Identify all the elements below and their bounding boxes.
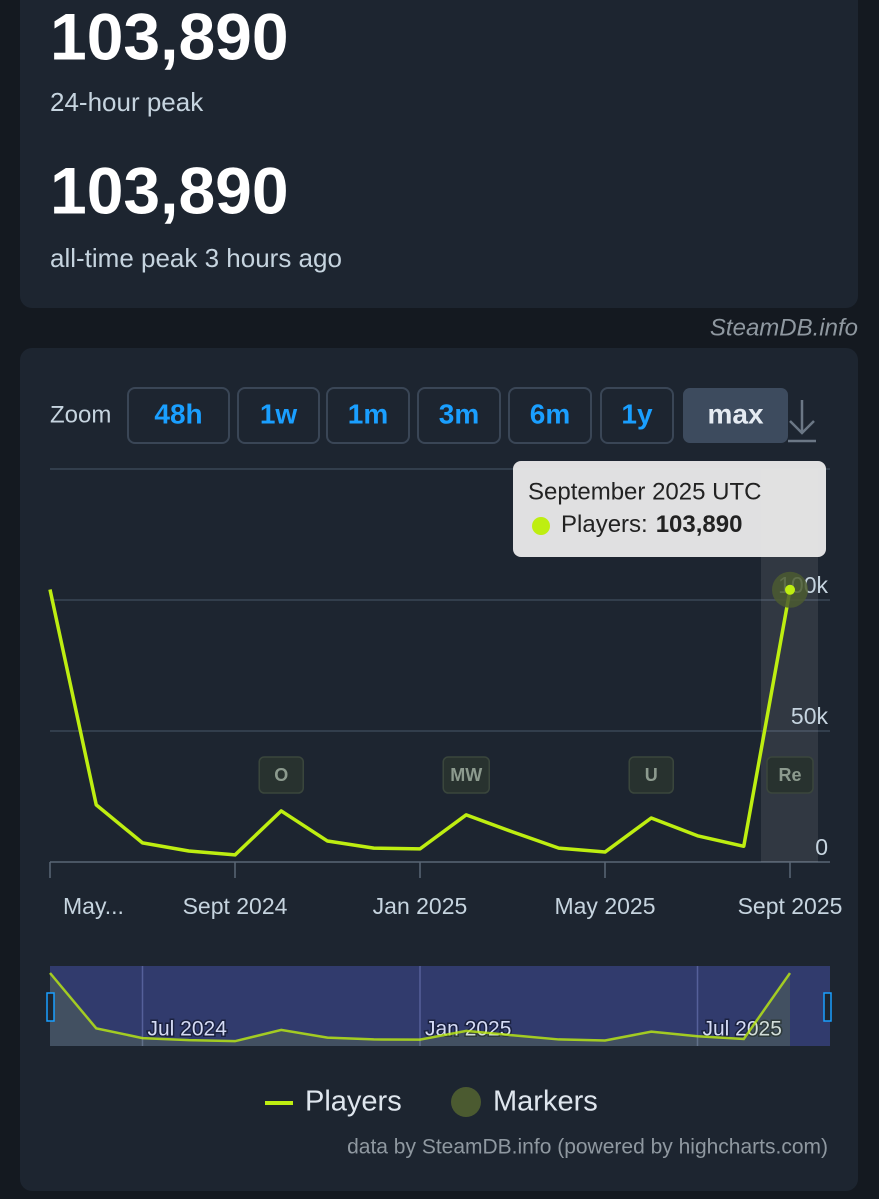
marker-flag: [258, 756, 304, 794]
download-icon[interactable]: [788, 400, 816, 443]
stat-value: 103,890: [50, 0, 289, 73]
stats-card: [20, 0, 858, 308]
x-tick-label: Sept 2024: [183, 893, 288, 919]
legend-label[interactable]: Markers: [493, 1086, 598, 1118]
zoom-button-label[interactable]: max: [707, 398, 763, 429]
x-tick-label: Sept 2025: [738, 893, 843, 919]
navigator-bg: [50, 966, 830, 1046]
navigator-label: Jul 2024: [148, 1018, 228, 1041]
watermark: SteamDB.info: [710, 314, 858, 341]
marker-label: Re: [778, 765, 801, 785]
zoom-button[interactable]: [326, 387, 410, 444]
hover-point: [785, 584, 795, 595]
marker-label: O: [274, 765, 288, 785]
zoom-button-label[interactable]: 1y: [621, 398, 653, 429]
series-line: [48, 589, 792, 857]
zoom-button-label[interactable]: 3m: [439, 398, 479, 429]
navigator-handle[interactable]: [46, 992, 55, 1022]
y-tick-label: 0: [815, 834, 828, 860]
x-tick-label: May 2025: [554, 893, 655, 919]
tooltip-box: [513, 461, 826, 557]
zoom-button[interactable]: [683, 388, 788, 443]
marker-flag: [766, 756, 814, 794]
navigator-handle[interactable]: [823, 992, 832, 1022]
zoom-button[interactable]: [417, 387, 501, 444]
navigator-area: [50, 973, 790, 1046]
marker-flag: [628, 756, 674, 794]
stat-value: 103,890: [50, 153, 289, 227]
navigator-line: [49, 972, 792, 1043]
navigator-label: Jan 2025: [425, 1018, 511, 1041]
marker-flag: [442, 756, 490, 794]
legend-marker[interactable]: [451, 1087, 481, 1117]
tooltip-series: Players:: [561, 511, 648, 538]
marker-label: MW: [450, 765, 482, 785]
zoom-button-label[interactable]: 1m: [348, 398, 388, 429]
tooltip-dot: [532, 517, 550, 535]
zoom-button[interactable]: [127, 387, 230, 444]
stat-label: all-time peak 3 hours ago: [50, 243, 342, 273]
plot: May... Sept 2024 Jan 2025 May 2025 Sept 2025…: [46, 461, 843, 1159]
zoom-buttons: 48h 1w 1m 3m 6m 1y max: [127, 387, 788, 444]
marker-label: U: [645, 765, 658, 785]
credits[interactable]: data by SteamDB.info (powered by highcha…: [347, 1136, 828, 1159]
x-tick-label: May...: [63, 893, 124, 919]
zoom-button-label[interactable]: 1w: [260, 398, 298, 429]
zoom-button-label[interactable]: 6m: [530, 398, 570, 429]
zoom-button-label[interactable]: 48h: [154, 398, 202, 429]
zoom-button[interactable]: [237, 387, 320, 444]
zoom-button[interactable]: [508, 387, 592, 444]
y-tick-label: 50k: [791, 703, 829, 729]
tooltip-value: 103,890: [656, 511, 743, 538]
tooltip-title: September 2025 UTC: [528, 478, 761, 505]
zoom-button[interactable]: [600, 387, 674, 444]
stat-label: 24-hour peak: [50, 87, 204, 117]
tooltip-label: Players: 103,890: [561, 511, 742, 538]
zoom-label: Zoom: [50, 401, 111, 428]
x-tick-label: Jan 2025: [373, 893, 468, 919]
legend-label[interactable]: Players: [305, 1086, 402, 1118]
